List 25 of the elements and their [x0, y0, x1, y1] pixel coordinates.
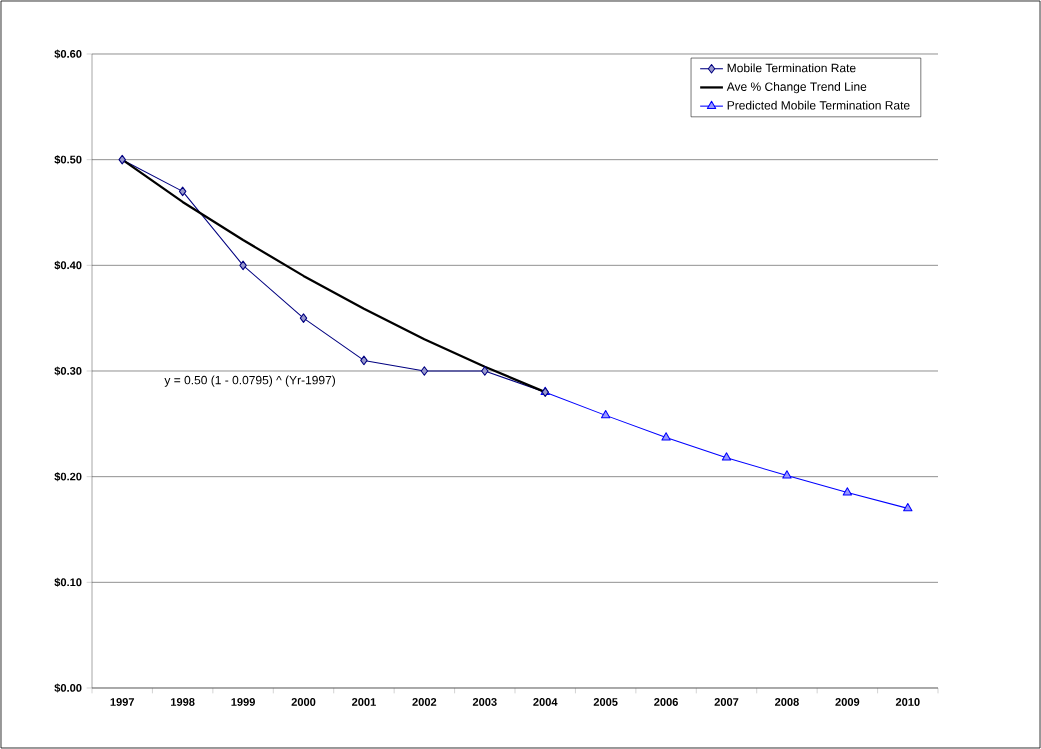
x-tick-label: 1999: [231, 698, 255, 706]
x-tick-label: 1998: [171, 698, 195, 706]
legend-label: Predicted Mobile Termination Rate: [727, 100, 910, 110]
y-tick-label: $0.40: [54, 260, 82, 270]
x-tick-label: 2004: [533, 698, 558, 706]
legend-label: Mobile Termination Rate: [727, 63, 856, 73]
x-tick-label: 2005: [593, 698, 618, 706]
y-tick-label: $0.10: [54, 577, 82, 587]
x-tick-label: 2002: [412, 698, 437, 706]
x-tick-label: 2000: [291, 698, 316, 706]
x-tick-label: 2009: [835, 698, 860, 706]
x-tick-label: 2006: [654, 698, 678, 706]
legend-label: Ave % Change Trend Line: [726, 82, 867, 94]
y-tick-label: $0.20: [54, 472, 82, 482]
y-tick-label: $0.50: [54, 155, 82, 165]
y-tick-label: $0.60: [54, 49, 82, 59]
y-tick-label: $0.30: [54, 366, 82, 376]
x-tick-label: 2001: [352, 698, 376, 706]
y-tick-label: $0.00: [54, 683, 82, 693]
x-tick-label: 2003: [472, 698, 497, 706]
annotation: y = 0.50 (1 - 0.0795) ^ (Yr-1997): [164, 375, 336, 387]
x-tick-label: 1997: [110, 698, 135, 706]
x-tick-label: 2008: [775, 698, 799, 706]
x-tick-label: 2007: [714, 698, 739, 706]
x-tick-label: 2010: [895, 698, 920, 706]
